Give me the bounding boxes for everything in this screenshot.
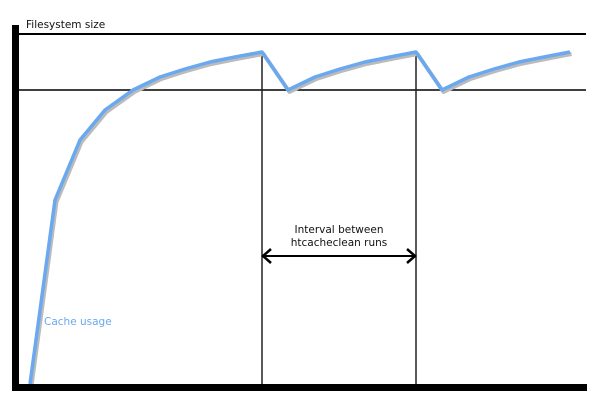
x-axis: [12, 384, 587, 391]
interval-arrow: [261, 248, 417, 264]
interval-label-line2: htcacheclean runs: [291, 237, 388, 249]
y-axis-label: Filesystem size: [26, 19, 105, 31]
cache-usage-label: Cache usage: [44, 316, 112, 328]
cache-usage-shadow: [29, 52, 572, 387]
y-axis: [12, 25, 19, 391]
interval-label-line1: Interval between: [295, 224, 384, 236]
cache-usage-line: [28, 50, 571, 385]
